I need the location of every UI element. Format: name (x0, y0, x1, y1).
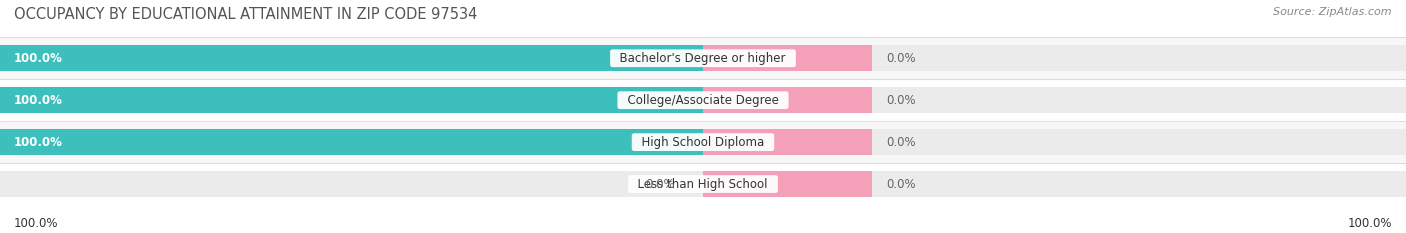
Text: 100.0%: 100.0% (14, 94, 63, 107)
Text: Source: ZipAtlas.com: Source: ZipAtlas.com (1274, 7, 1392, 17)
Text: Bachelor's Degree or higher: Bachelor's Degree or higher (613, 52, 793, 65)
Bar (0, 171, 1406, 197)
Bar (0, 87, 1406, 113)
Text: OCCUPANCY BY EDUCATIONAL ATTAINMENT IN ZIP CODE 97534: OCCUPANCY BY EDUCATIONAL ATTAINMENT IN Z… (14, 7, 478, 22)
Bar (703, 87, 872, 113)
Bar (0, 37, 1406, 79)
Text: 0.0%: 0.0% (645, 178, 675, 191)
Bar (0, 129, 703, 155)
Text: 100.0%: 100.0% (14, 136, 63, 149)
Bar (703, 45, 872, 71)
Bar (703, 171, 872, 197)
Bar (703, 129, 872, 155)
Text: 100.0%: 100.0% (1347, 217, 1392, 230)
Text: 100.0%: 100.0% (14, 52, 63, 65)
Text: 0.0%: 0.0% (886, 94, 915, 107)
Text: 0.0%: 0.0% (886, 178, 915, 191)
Bar (0, 129, 1406, 155)
Text: College/Associate Degree: College/Associate Degree (620, 94, 786, 107)
Text: 100.0%: 100.0% (14, 217, 59, 230)
Bar (0, 45, 703, 71)
Text: Less than High School: Less than High School (630, 178, 776, 191)
Text: High School Diploma: High School Diploma (634, 136, 772, 149)
Bar (0, 121, 1406, 163)
Bar (0, 45, 1406, 71)
Bar (0, 79, 1406, 121)
Text: 0.0%: 0.0% (886, 136, 915, 149)
Bar (0, 163, 1406, 205)
Text: 0.0%: 0.0% (886, 52, 915, 65)
Bar (0, 87, 703, 113)
